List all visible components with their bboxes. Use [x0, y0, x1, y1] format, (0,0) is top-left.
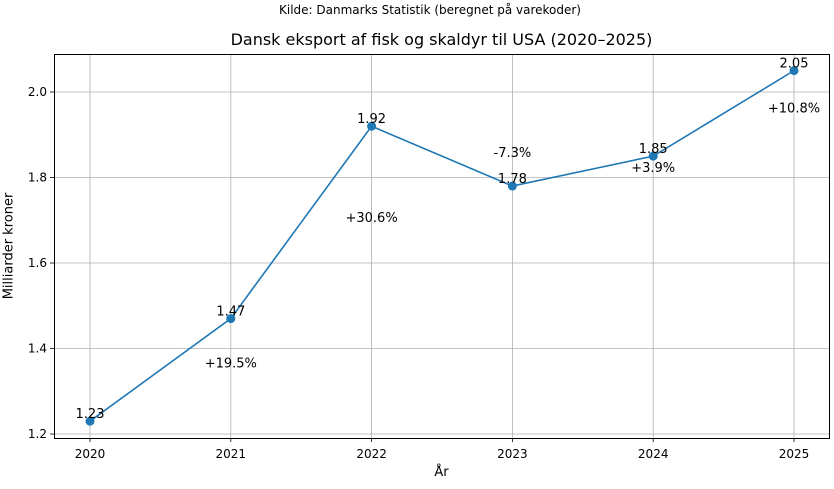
data-point-marker — [789, 66, 799, 76]
change-label: -7.3% — [494, 146, 532, 161]
x-tick-label: 2025 — [779, 447, 810, 461]
value-label: 1.85 — [639, 142, 668, 157]
plot-frame — [54, 54, 830, 439]
change-label: +3.9% — [631, 161, 675, 176]
y-tick-label: 1.6 — [28, 256, 47, 270]
x-tick-label: 2022 — [356, 447, 387, 461]
chart-suptitle: Kilde: Danmarks Statistik (beregnet på v… — [279, 3, 581, 17]
data-point-marker — [648, 151, 658, 161]
value-label: 1.92 — [357, 112, 386, 127]
x-axis-label: År — [434, 465, 449, 480]
x-tick-label: 2024 — [638, 447, 669, 461]
chart-title: Dansk eksport af fisk og skaldyr til USA… — [230, 30, 653, 49]
series-line — [89, 69, 795, 422]
change-label: +19.5% — [205, 357, 257, 372]
y-tick-label: 2.0 — [28, 85, 47, 99]
value-label: 2.05 — [780, 57, 809, 72]
y-tick-label: 1.8 — [28, 171, 47, 185]
data-point-marker — [85, 416, 95, 426]
data-point-marker — [226, 314, 236, 324]
change-label: +30.6% — [345, 211, 397, 226]
value-label: 1.23 — [76, 407, 105, 422]
x-tick-label: 2023 — [497, 447, 528, 461]
y-tick-label: 1.2 — [28, 427, 47, 441]
axis-ticks: 2020 2021 2022 2023 2024 2025 1.2 1.4 1.6 1.8 2.0 — [28, 85, 809, 461]
data-labels: 1.23 1.47 1.92 1.78 1.85 2.05 +19.5% +30.6% -7.3… — [76, 57, 821, 423]
grid-lines — [54, 54, 829, 438]
x-tick-label: 2021 — [216, 447, 247, 461]
y-tick-label: 1.4 — [28, 342, 47, 356]
change-label: +10.8% — [768, 102, 820, 117]
data-point-marker — [367, 121, 377, 131]
value-label: 1.78 — [498, 172, 527, 187]
value-label: 1.47 — [216, 305, 245, 320]
data-series — [85, 66, 799, 426]
data-point-marker — [507, 181, 517, 191]
x-tick-label: 2020 — [75, 447, 106, 461]
